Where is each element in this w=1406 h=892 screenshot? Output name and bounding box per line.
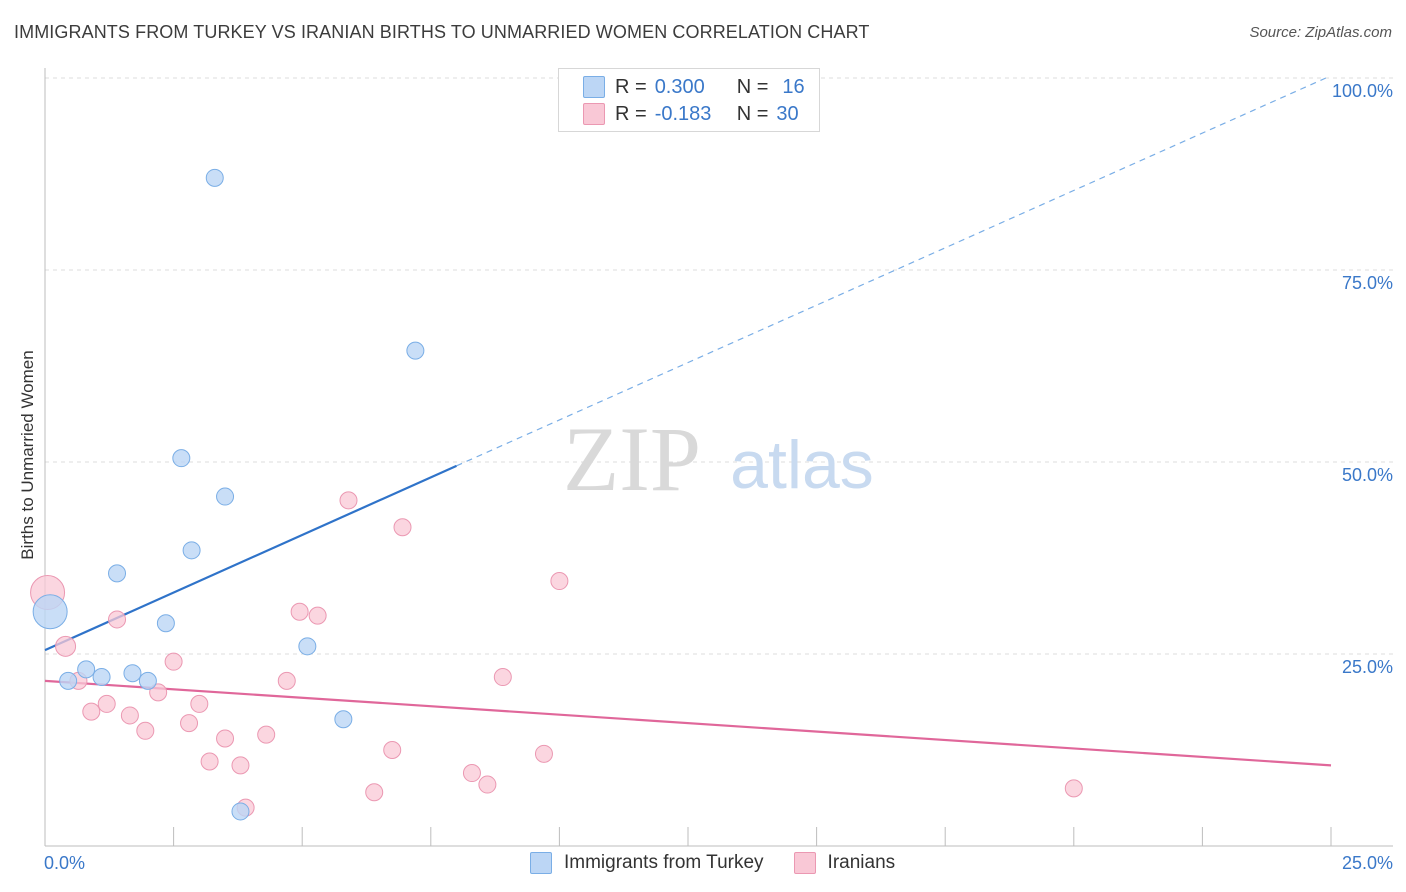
correlation-legend: R = 0.300 N = 16 R = -0.183 N = 30 [558,68,820,132]
turkey-point [298,637,317,656]
turkey-swatch [583,76,605,98]
turkey-point [334,710,353,729]
n-value: 16 [782,75,805,98]
turkey-point [77,660,96,679]
data-points [30,168,1083,821]
turkey-point [406,341,425,360]
legend-item-iran: Iranians [793,852,896,874]
turkey-point [156,614,175,633]
iran-point [393,518,412,537]
turkey-point [231,802,250,821]
turkey-point [92,668,111,687]
iran-point [478,775,497,794]
iran-point [82,702,101,721]
iran-point [493,668,512,687]
iran-point [164,652,183,671]
series-legend: Immigrants from Turkey Iranians [530,852,925,874]
iran-point [97,694,116,713]
iran-point [290,602,309,621]
source-label: Source: ZipAtlas.com [1249,24,1392,41]
iran-point [550,572,569,591]
turkey-point [182,541,201,560]
x-tick-label: 25.0% [1342,853,1393,873]
iran-point [200,752,219,771]
watermark-atlas: atlas [730,427,874,503]
y-tick-label: 25.0% [1342,657,1393,677]
iran-point [308,606,327,625]
legend-label-iran: Iranians [827,852,896,873]
legend-label-turkey: Immigrants from Turkey [564,852,764,873]
r-label: R = [615,75,647,98]
n-value: 30 [776,102,799,125]
iran-point [136,721,155,740]
turkey-point [138,671,157,690]
tick-labels: 25.0% 50.0% 75.0% 100.0% 0.0% 25.0% [44,81,1393,873]
r-label: R = [615,102,647,125]
iran-point [216,729,235,748]
turkey-point [32,594,68,630]
turkey-point [216,487,235,506]
n-label: N = [736,75,769,98]
watermark-zip: ZIP [563,408,701,510]
iran-point [55,635,77,657]
turkey-trend-line [44,464,457,652]
iran-point [383,741,402,759]
iran-point [190,694,209,713]
x-tick-label: 0.0% [44,853,85,873]
grid-lines [45,77,1393,655]
axes [44,68,1393,847]
iran-point [339,491,358,510]
y-tick-label: 50.0% [1342,465,1393,485]
iran-point [462,764,481,783]
turkey-trend-extension [456,77,1327,467]
iran-point [1064,779,1083,798]
y-tick-label: 100.0% [1332,81,1393,101]
turkey-point [205,168,224,187]
r-value: -0.183 [654,102,712,125]
y-tick-label: 75.0% [1342,273,1393,293]
iran-swatch [583,103,605,125]
iran-point [257,725,276,744]
turkey-point [172,449,191,468]
iran-point [365,783,384,802]
r-value: 0.300 [654,75,705,98]
iran-point [149,683,168,702]
iran-legend-swatch [793,852,816,874]
iran-point [534,744,553,763]
n-label: N = [736,102,769,125]
watermark: ZIP atlas [563,408,874,510]
iran-point [108,610,127,629]
y-axis-label: Births to Unmarried Women [18,350,37,560]
iran-trend-line [44,679,1332,767]
iran-point [120,706,139,725]
turkey-point [123,664,142,683]
legend-item-turkey: Immigrants from Turkey [530,852,764,874]
iran-point [180,714,199,733]
turkey-legend-swatch [530,852,552,874]
turkey-point [108,564,127,583]
turkey-point [59,671,78,690]
iran-point [277,671,296,690]
chart-title: IMMIGRANTS FROM TURKEY VS IRANIAN BIRTHS… [14,22,870,42]
iran-point [231,756,250,775]
